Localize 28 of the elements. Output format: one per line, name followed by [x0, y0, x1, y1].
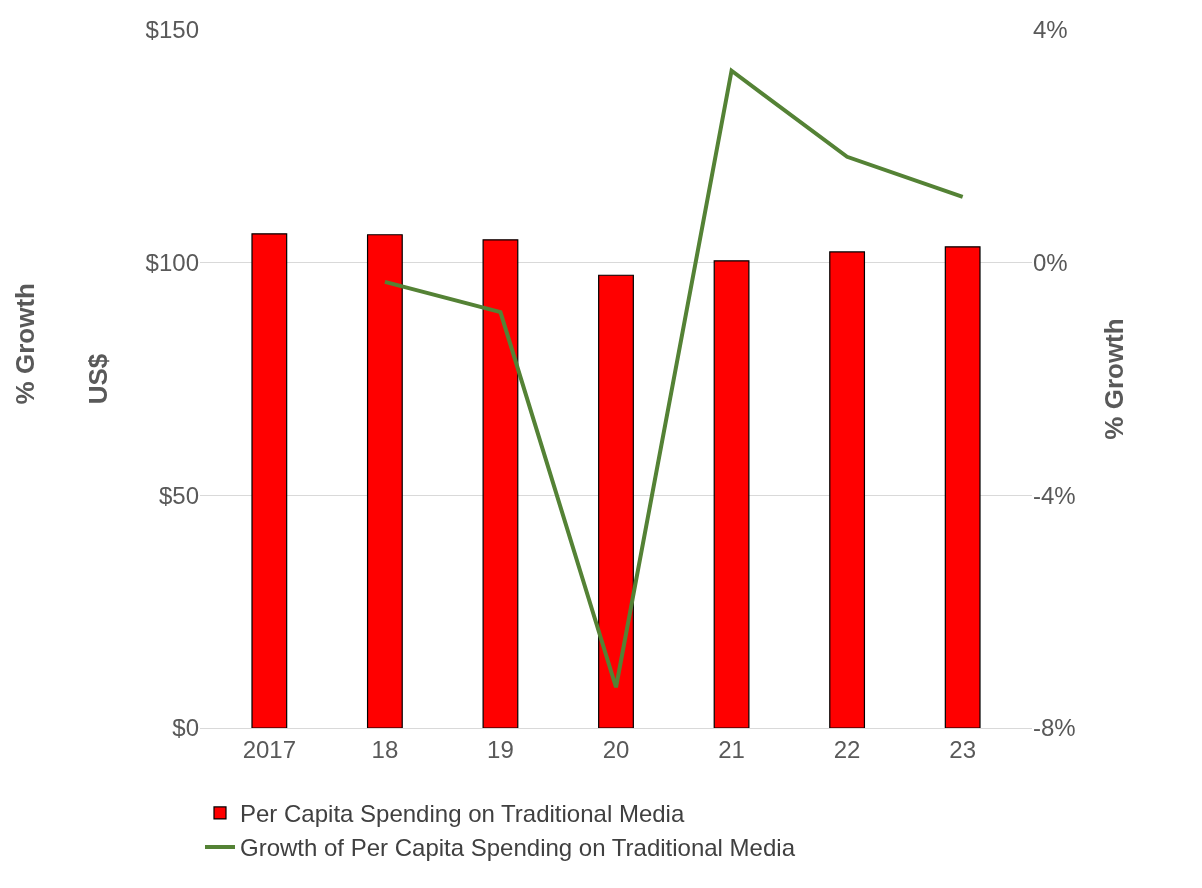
bar [829, 251, 866, 728]
y-tick-label: $100 [145, 249, 199, 277]
legend-label: Growth of Per Capita Spending on Traditional Media [240, 834, 796, 862]
x-tick-label: 20 [602, 735, 630, 763]
bar [482, 239, 519, 728]
bar [598, 274, 634, 728]
x-tick-label: 23 [949, 735, 977, 763]
y-axis-title: US$ [83, 353, 114, 405]
x-tick-label: 18 [371, 735, 399, 763]
bar [713, 260, 750, 728]
bar [366, 234, 403, 728]
bar [251, 233, 288, 728]
x-tick-label: 19 [487, 735, 514, 763]
y2-tick-label: 4% [1033, 16, 1068, 44]
y2-tick-label: -8% [1033, 714, 1076, 742]
text: % Growth [10, 283, 41, 405]
x-tick-label: 2017 [242, 735, 297, 763]
bar [944, 246, 981, 728]
y2-tick-label: -4% [1033, 481, 1076, 509]
x-tick-label: 21 [718, 735, 745, 763]
line-series [382, 68, 965, 690]
y2-tick-label: 0% [1033, 249, 1068, 277]
y-tick-label: $150 [145, 16, 199, 44]
x-tick-label: 22 [833, 735, 861, 763]
y-tick-label: $50 [158, 481, 199, 509]
legend-label: Per Capita Spending on Traditional Media [240, 800, 685, 828]
y-tick-label: $0 [172, 714, 199, 742]
y2-axis-title: % Growth [1099, 318, 1130, 440]
